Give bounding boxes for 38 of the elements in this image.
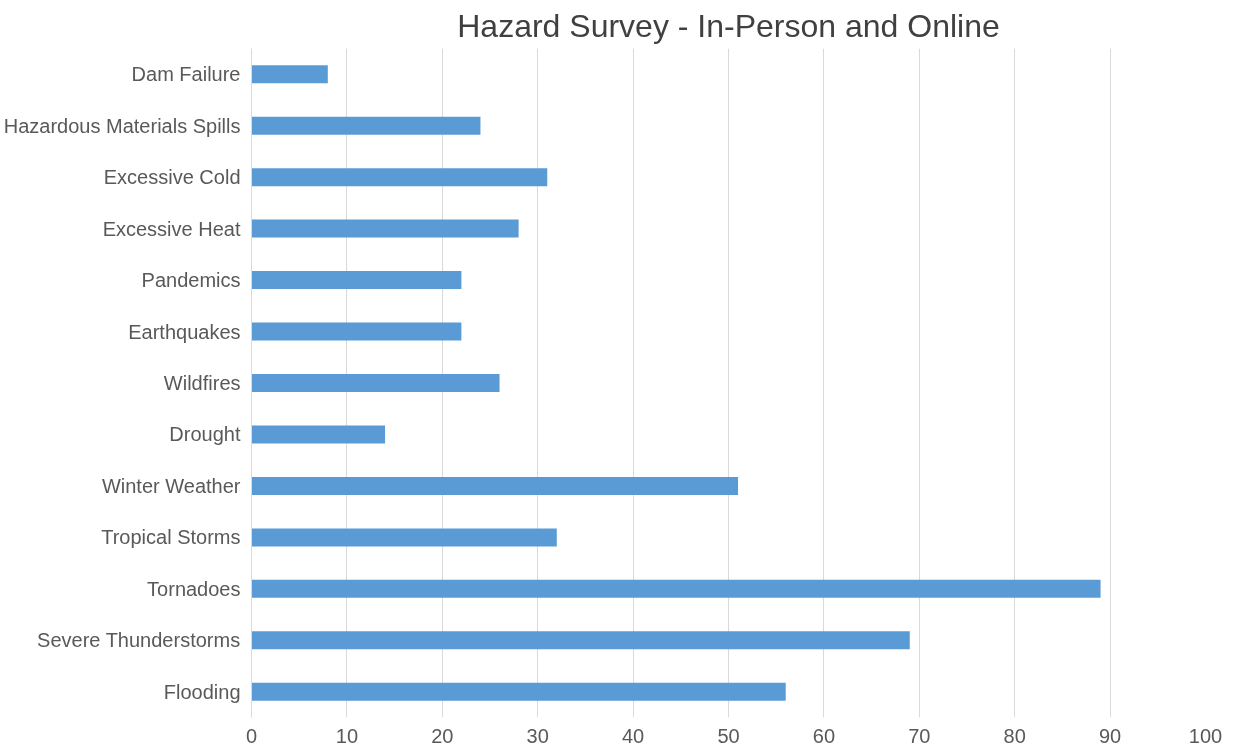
bar <box>251 528 557 547</box>
x-tick-label: 20 <box>431 724 454 747</box>
x-tick-label: 10 <box>335 724 359 747</box>
y-tick-label: Flooding <box>163 680 241 703</box>
bar <box>251 219 519 238</box>
y-tick-label: Dam Failure <box>131 63 241 86</box>
y-tick-label: Excessive Cold <box>103 166 241 189</box>
bar <box>251 579 1101 598</box>
y-tick-label: Hazardous Materials Spills <box>3 114 241 137</box>
bar <box>251 322 462 341</box>
y-tick-label: Tropical Storms <box>101 526 241 549</box>
x-tick-label: 80 <box>1003 724 1026 747</box>
y-tick-label: Tornadoes <box>147 577 241 600</box>
y-tick-label: Excessive Heat <box>102 217 241 240</box>
bar <box>251 425 386 444</box>
y-tick-label: Earthquakes <box>128 320 241 343</box>
x-tick-label: 90 <box>1098 724 1122 747</box>
chart-title: Hazard Survey - In-Person and Online <box>457 7 1000 44</box>
bar <box>251 168 548 187</box>
bar <box>251 271 462 290</box>
bar <box>251 116 481 135</box>
bar <box>251 631 910 650</box>
x-tick-label: 30 <box>526 724 549 747</box>
y-tick-label: Winter Weather <box>101 474 241 497</box>
bar <box>251 476 739 495</box>
y-tick-label: Severe Thunderstorms <box>37 629 241 652</box>
x-tick-label: 0 <box>245 724 258 747</box>
y-tick-label: Drought <box>169 423 241 446</box>
x-tick-label: 100 <box>1188 724 1223 747</box>
y-tick-label: Wildfires <box>163 372 241 394</box>
x-tick-label: 70 <box>908 724 931 747</box>
bar <box>251 682 786 701</box>
y-tick-label: Pandemics <box>141 269 241 292</box>
bar <box>251 373 500 393</box>
bar <box>251 65 328 84</box>
x-tick-label: 50 <box>717 724 740 747</box>
x-tick-label: 40 <box>621 724 645 747</box>
x-tick-label: 60 <box>812 724 836 747</box>
